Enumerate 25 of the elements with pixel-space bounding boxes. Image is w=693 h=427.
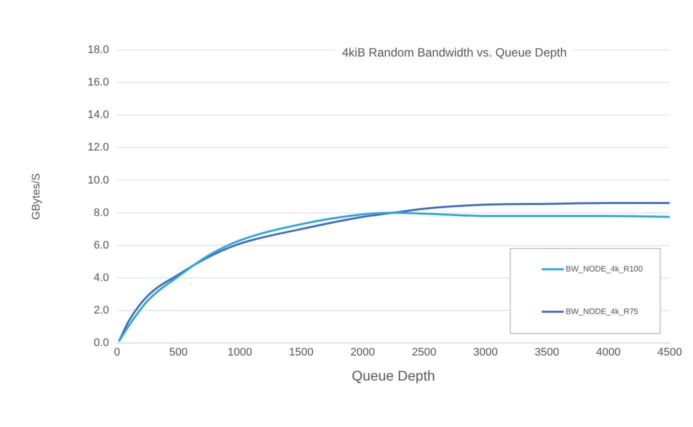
x-tick-label: 3500 <box>534 346 560 359</box>
x-tick-label: 500 <box>169 346 188 359</box>
x-tick-label: 1500 <box>289 346 314 359</box>
chart-title: 4kiB Random Bandwidth vs. Queue Depth <box>342 45 567 60</box>
x-tick-label: 4500 <box>658 346 682 359</box>
x-tick-label: 2500 <box>412 346 436 359</box>
y-tick-label: 4.0 <box>94 272 109 284</box>
y-tick-label: 10.0 <box>88 174 109 186</box>
x-tick-label: 2000 <box>350 346 375 359</box>
x-tick-label: 1000 <box>228 346 252 359</box>
y-tick-label: 16.0 <box>88 76 109 89</box>
x-tick-label: 3000 <box>473 346 498 359</box>
y-axis-title: GBytes/S <box>30 173 43 220</box>
x-axis-title: Queue Depth <box>352 367 436 384</box>
y-tick-label: 2.0 <box>94 304 109 316</box>
x-tick-label: 4000 <box>596 346 621 359</box>
legend-label: BW_NODE_4k_R100 <box>566 264 644 274</box>
y-tick-label: 8.0 <box>94 206 109 219</box>
x-tick-label: 0 <box>114 346 120 359</box>
y-tick-label: 14.0 <box>88 109 109 122</box>
legend-label: BW_NODE_4k_R75 <box>566 306 639 316</box>
y-tick-label: 12.0 <box>88 142 109 154</box>
y-tick-label: 0.0 <box>94 337 109 350</box>
y-tick-label: 18.0 <box>88 44 109 56</box>
y-tick-label: 6.0 <box>94 239 109 252</box>
